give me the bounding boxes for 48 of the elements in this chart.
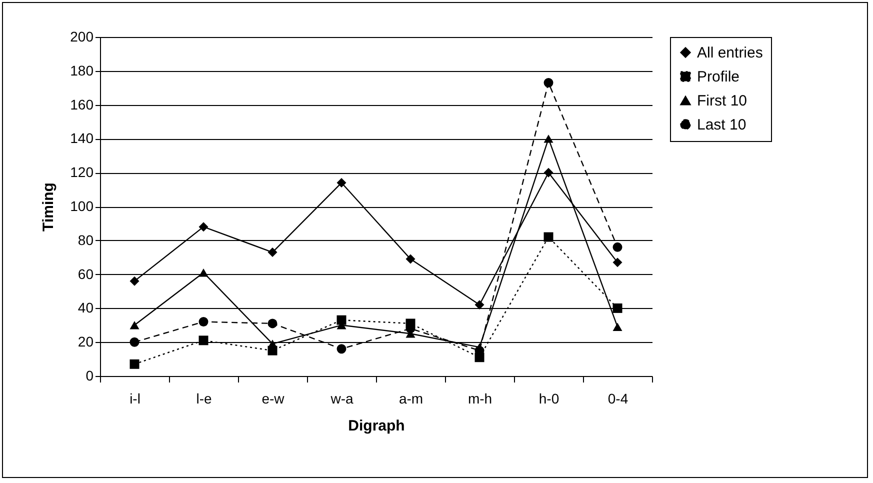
point: [612, 322, 622, 331]
point: [612, 258, 622, 268]
x-tick-label: m-h: [468, 390, 492, 406]
x-tick-label: e-w: [262, 390, 286, 406]
point: [130, 321, 140, 330]
y-tick-label: 0: [86, 368, 94, 384]
point: [198, 336, 208, 346]
legend-label: Profile: [697, 68, 740, 86]
point: [268, 248, 278, 258]
x-tick-label: l-e: [196, 390, 212, 406]
legend-label: All entries: [697, 44, 763, 62]
point: [544, 78, 554, 88]
x-axis-title: Digraph: [348, 418, 405, 434]
point: [336, 344, 346, 354]
y-axis-title: Timing: [40, 182, 58, 232]
point: [474, 300, 484, 310]
y-tick-label: 20: [78, 334, 94, 350]
x-tick-label: a-m: [398, 390, 424, 406]
point: [198, 222, 208, 232]
point: [130, 276, 140, 286]
y-tick-label: 180: [70, 62, 94, 78]
point: [268, 340, 278, 348]
point: [198, 268, 208, 277]
x-tick-label: w-a: [330, 390, 354, 406]
x-tick-label: h-0: [538, 390, 560, 406]
point: [612, 303, 622, 313]
y-tick-label: 140: [70, 130, 94, 146]
y-tick-label: 60: [78, 266, 94, 282]
x-tick-label: 0-4: [608, 390, 628, 406]
y-tick-label: 100: [70, 198, 94, 214]
point: [198, 317, 208, 326]
point: [336, 178, 346, 188]
y-tick-label: 40: [78, 300, 94, 316]
point: [612, 242, 622, 252]
point: [406, 254, 416, 264]
point: [544, 168, 554, 178]
point: [130, 337, 140, 347]
legend-label: First 10: [697, 92, 748, 110]
x-tick-label: i-l: [130, 390, 140, 406]
y-tick-label: 120: [70, 164, 94, 180]
point: [130, 359, 140, 369]
point: [268, 318, 278, 328]
y-tick-label: 80: [78, 232, 94, 248]
legend-label: Last 10: [697, 116, 746, 134]
point: [544, 232, 554, 242]
y-tick-label: 200: [70, 28, 94, 44]
point: [544, 134, 554, 143]
y-tick-label: 160: [70, 96, 94, 112]
